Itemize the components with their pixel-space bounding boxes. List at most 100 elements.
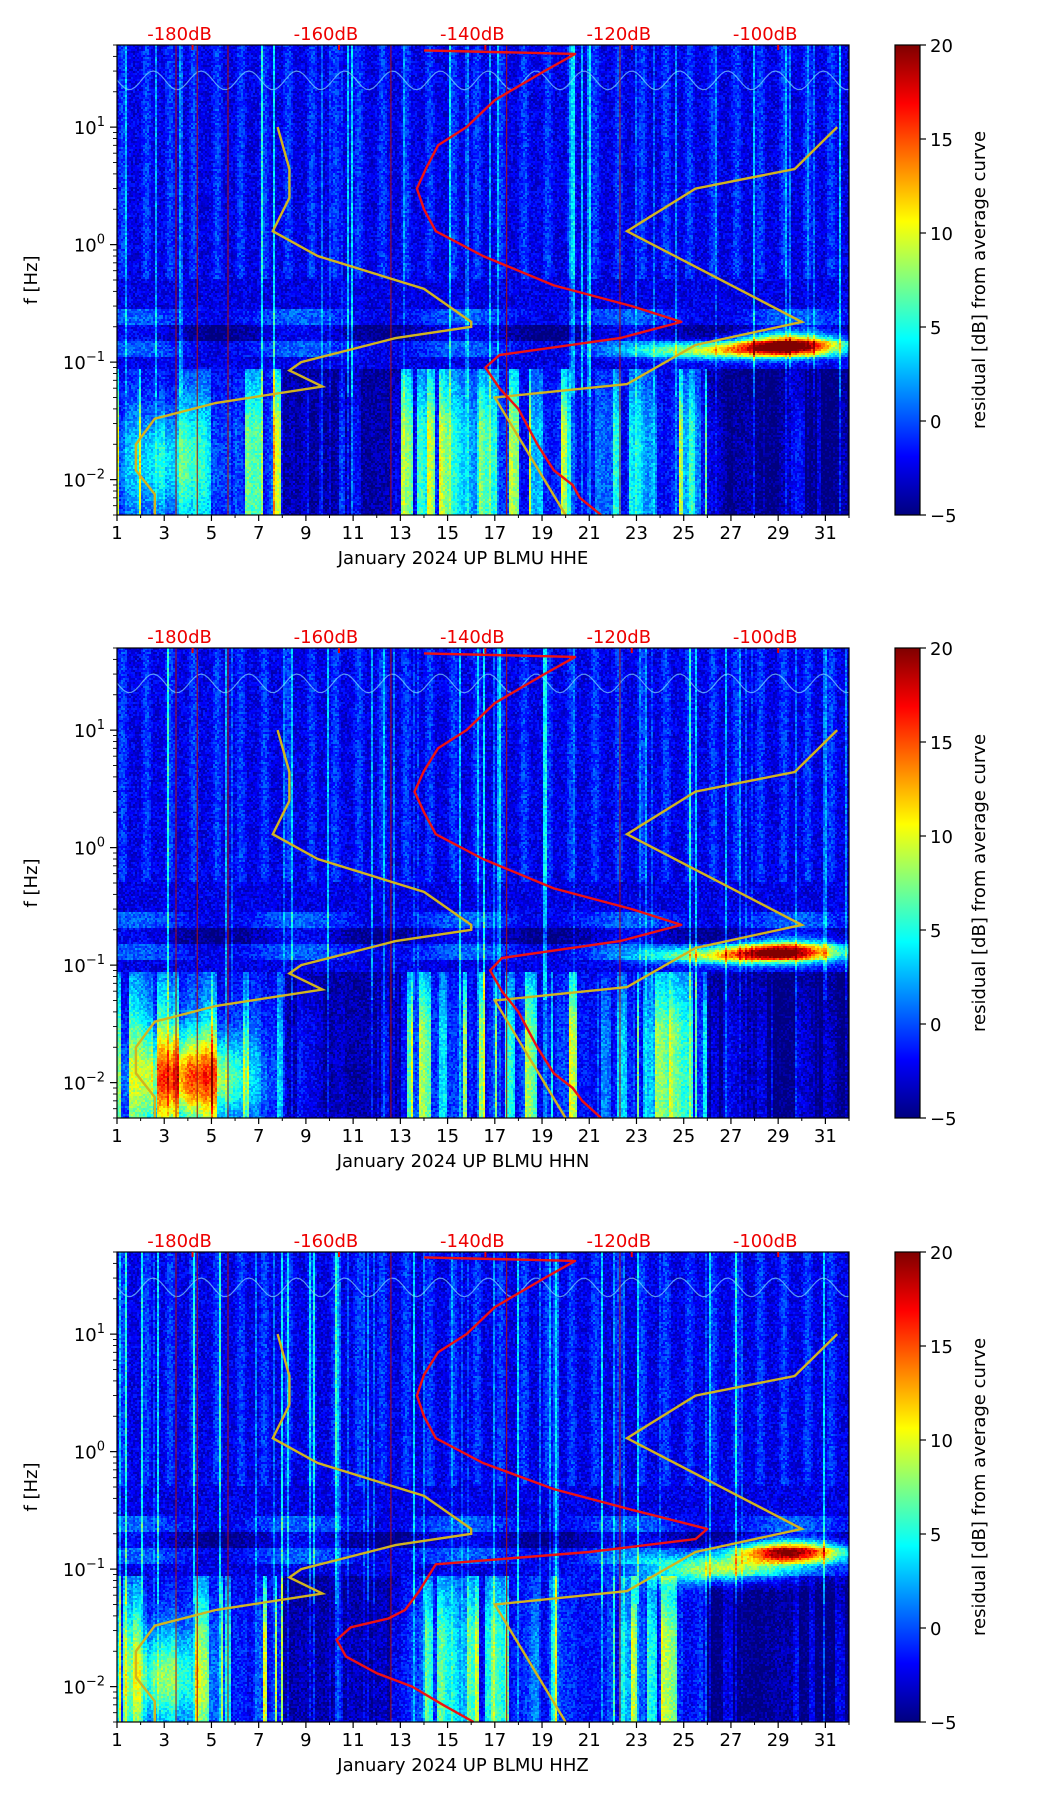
colorbar-tick-label: 5 <box>930 318 941 339</box>
x-tick-label: 7 <box>253 1126 264 1147</box>
x-tick-label: 17 <box>483 523 506 544</box>
top-axis-label: -100dB <box>733 24 798 45</box>
top-axis-label: -180dB <box>147 1231 212 1252</box>
x-tick-label: 3 <box>158 1730 169 1751</box>
spectrogram-heatmap <box>117 45 849 515</box>
x-tick-label: 21 <box>578 1730 601 1751</box>
tremor-trace <box>116 1277 849 1298</box>
y-axis-label: f [Hz] <box>21 255 42 304</box>
x-tick-label: 27 <box>719 1126 742 1147</box>
tremor-trace <box>116 70 849 91</box>
x-tick-label: 19 <box>531 1730 554 1751</box>
x-tick-label: 25 <box>672 523 695 544</box>
x-axis-label: January 2024 UP BLMU HHZ <box>336 1755 588 1776</box>
tremor-trace <box>116 673 849 694</box>
x-tick-label: 21 <box>578 523 601 544</box>
x-tick-label: 15 <box>436 1730 459 1751</box>
y-tick-label: 10−1 <box>63 350 105 374</box>
y-tick-label: 10−2 <box>63 468 105 492</box>
x-axis-label: January 2024 UP BLMU HHE <box>337 548 589 569</box>
average-psd-curve <box>413 652 683 1119</box>
colorbar-tick-label: −5 <box>930 1109 957 1130</box>
spectrogram-heatmap <box>117 1252 849 1722</box>
x-tick-label: 3 <box>158 1126 169 1147</box>
top-axis-label: -160dB <box>294 627 359 648</box>
x-tick-label: 13 <box>389 523 412 544</box>
x-tick-label: 23 <box>625 523 648 544</box>
y-axis-label: f [Hz] <box>21 858 42 907</box>
x-tick-label: 19 <box>531 1126 554 1147</box>
x-tick-label: 23 <box>625 1730 648 1751</box>
top-axis-label: -120dB <box>586 24 651 45</box>
x-tick-label: 7 <box>253 1730 264 1751</box>
top-axis-label: -160dB <box>294 24 359 45</box>
x-tick-label: 21 <box>578 1126 601 1147</box>
x-tick-label: 3 <box>158 523 169 544</box>
x-tick-label: 11 <box>342 1126 365 1147</box>
x-tick-label: 19 <box>531 523 554 544</box>
y-tick-label: 10−2 <box>63 1071 105 1095</box>
colorbar-label: residual [dB] from average curve <box>969 131 990 429</box>
top-axis-label: -120dB <box>586 1231 651 1252</box>
low-noise-model-curve <box>134 729 473 1118</box>
y-tick-label: 100 <box>74 233 105 257</box>
x-tick-label: 9 <box>300 1126 311 1147</box>
high-noise-model-curve <box>492 1333 839 1723</box>
x-tick-label: 27 <box>719 1730 742 1751</box>
y-tick-label: 10−2 <box>63 1675 105 1699</box>
x-tick-label: 23 <box>625 1126 648 1147</box>
y-tick-label: 100 <box>74 1440 105 1464</box>
top-axis-label: -180dB <box>147 24 212 45</box>
colorbar-tick-label: 10 <box>930 1431 953 1452</box>
y-tick-label: 10−1 <box>63 1557 105 1581</box>
x-tick-label: 29 <box>767 1126 790 1147</box>
x-tick-label: 25 <box>672 1126 695 1147</box>
x-tick-label: 15 <box>436 1126 459 1147</box>
x-tick-label: 5 <box>206 1730 217 1751</box>
colorbar-tick-label: 0 <box>930 1619 941 1640</box>
spectrogram-heatmap <box>117 648 849 1118</box>
x-tick-label: 11 <box>342 523 365 544</box>
colorbar-label: residual [dB] from average curve <box>969 1338 990 1636</box>
top-axis-label: -140dB <box>440 627 505 648</box>
x-tick-label: 5 <box>206 523 217 544</box>
x-tick-label: 29 <box>767 1730 790 1751</box>
colorbar <box>894 1251 921 1723</box>
low-noise-model-curve <box>134 1333 473 1722</box>
top-axis-label: -100dB <box>733 627 798 648</box>
colorbar-tick-label: 15 <box>930 1337 953 1358</box>
top-axis-label: -100dB <box>733 1231 798 1252</box>
high-noise-model-curve <box>492 729 839 1119</box>
y-tick-label: 101 <box>74 1322 105 1346</box>
colorbar-tick-label: −5 <box>930 1713 957 1734</box>
x-tick-label: 29 <box>767 523 790 544</box>
x-tick-label: 17 <box>483 1126 506 1147</box>
colorbar-tick-label: 10 <box>930 827 953 848</box>
colorbar-tick-label: 20 <box>930 1243 953 1264</box>
y-tick-label: 101 <box>74 718 105 742</box>
colorbar <box>894 647 921 1119</box>
top-axis-label: -180dB <box>147 627 212 648</box>
colorbar-tick-label: −5 <box>930 506 957 527</box>
x-tick-label: 1 <box>111 523 122 544</box>
colorbar-tick-label: 10 <box>930 224 953 245</box>
colorbar-tick-label: 20 <box>930 639 953 660</box>
top-axis-label: -140dB <box>440 24 505 45</box>
y-tick-label: 100 <box>74 836 105 860</box>
colorbar-tick-label: 5 <box>930 1525 941 1546</box>
colorbar <box>894 44 921 516</box>
x-tick-label: 9 <box>300 523 311 544</box>
x-tick-label: 13 <box>389 1126 412 1147</box>
high-noise-model-curve <box>492 126 839 516</box>
colorbar-label: residual [dB] from average curve <box>969 734 990 1032</box>
top-axis-label: -120dB <box>586 627 651 648</box>
y-tick-label: 101 <box>74 115 105 139</box>
x-tick-label: 27 <box>719 523 742 544</box>
x-tick-label: 15 <box>436 523 459 544</box>
x-tick-label: 31 <box>814 1730 837 1751</box>
average-psd-curve <box>335 1256 709 1724</box>
